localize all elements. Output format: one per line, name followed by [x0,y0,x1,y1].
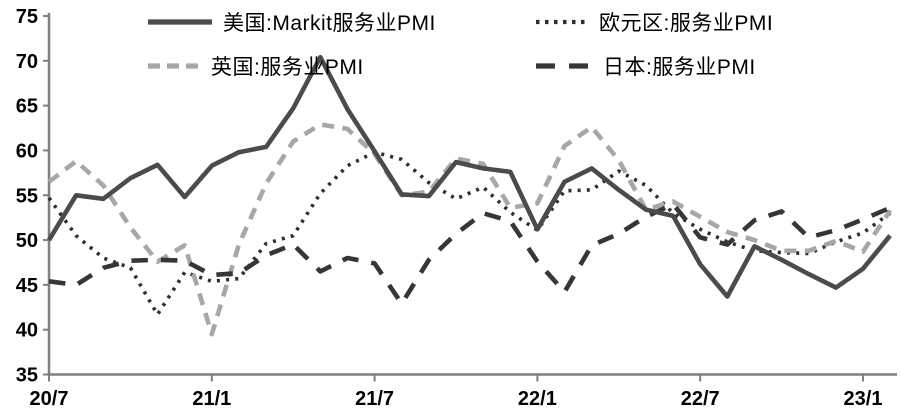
legend-label-eurozone: 欧元区:服务业PMI [599,12,774,35]
y-tick-label: 70 [16,51,38,73]
uk-line-sample-icon [148,63,200,69]
legend-item-uk: 英国:服务业PMI [146,53,364,79]
y-tick-label: 60 [16,140,38,162]
legend-label-uk: 英国:服务业PMI [211,56,364,79]
series-line-us [47,54,892,299]
y-tick-label: 75 [16,6,38,28]
y-tick-label: 35 [16,365,38,387]
legend-item-japan: 日本:服务业PMI [534,53,756,79]
legend-label-japan: 日本:服务业PMI [603,56,756,79]
x-tick-label: 23/1 [844,388,883,410]
eurozone-line-sample-icon [536,19,588,25]
legend-item-eurozone: 欧元区:服务业PMI [534,9,773,35]
y-tick-label: 40 [16,320,38,342]
x-tick-label: 21/1 [192,388,231,410]
series-line-jp [48,201,892,307]
us-line-sample-icon [148,19,212,25]
legend-label-us: 美国:Markit服务业PMI [223,12,436,35]
legend-item-us: 美国:Markit服务业PMI [146,9,436,35]
x-tick-label: 21/7 [355,388,394,410]
japan-line-sample-icon [536,63,592,69]
series-line-uk [47,122,893,337]
series-line-ez [47,150,892,317]
x-tick-label: 22/7 [681,388,720,410]
x-tick-label: 22/1 [518,388,557,410]
y-tick-label: 50 [16,230,38,252]
y-tick-label: 45 [16,275,38,297]
x-tick-label: 20/7 [30,388,69,410]
y-tick-label: 65 [16,96,38,118]
y-tick-label: 55 [16,185,38,207]
